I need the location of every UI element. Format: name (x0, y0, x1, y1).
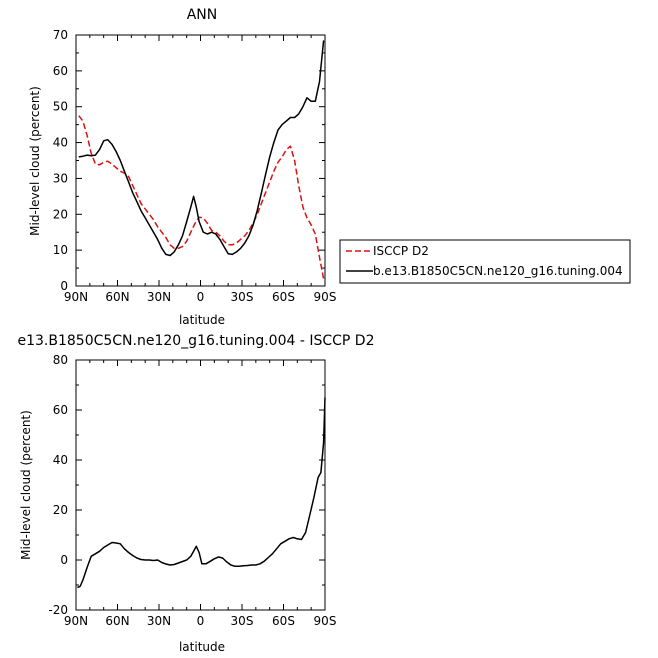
plot-frame (75, 359, 326, 611)
legend-label-model: b.e13.B1850C5CN.ne120_g16.tuning.004 (373, 264, 623, 278)
x-tick-label: 30N (147, 290, 171, 304)
series-line-model (77, 397, 326, 589)
top-panel: ANN 90N 60N 30N 0 30S 60S 90S 0 10 20 30 40 50 60 70 M… (28, 7, 336, 327)
x-tick-label: 60N (105, 614, 129, 628)
y-tick-label: 10 (53, 243, 68, 257)
bottom-panel: e13.B1850C5CN.ne120_g16.tuning.004 - ISC… (17, 333, 374, 654)
y-tick-label: 80 (53, 353, 68, 367)
x-tick-label: 90S (314, 290, 337, 304)
bottom-plot-lines (77, 397, 326, 589)
bottom-y-axis-label: Mid-level cloud (percent) (19, 410, 33, 560)
y-tick-label: 0 (60, 553, 68, 567)
x-tick-label: 30S (231, 614, 254, 628)
legend-box (339, 239, 631, 284)
x-tick-label: 0 (197, 614, 205, 628)
x-tick-label: 30N (147, 614, 171, 628)
top-x-axis-label: latitude (179, 313, 225, 327)
top-axes: 90N 60N 30N 0 30S 60S 90S 0 10 20 30 40 50 60 70 (53, 28, 337, 304)
top-y-axis-label: Mid-level cloud (percent) (28, 86, 42, 236)
y-tick-label: 0 (60, 279, 68, 293)
x-tick-label: 90N (64, 614, 88, 628)
plot-frame (75, 34, 326, 287)
y-tick-label: 50 (53, 100, 68, 114)
y-tick-label: -20 (48, 603, 68, 617)
y-tick-label: 40 (53, 453, 68, 467)
series-line-model (78, 40, 325, 257)
x-tick-label: 0 (197, 290, 205, 304)
bottom-axes: 90N 60N 30N 0 30S 60S 90S -20 0 20 40 60 80 (48, 353, 336, 628)
x-tick-label: 90S (314, 614, 337, 628)
y-tick-label: 70 (53, 28, 68, 42)
bottom-x-axis-label: latitude (179, 640, 225, 654)
top-chart-title: ANN (187, 7, 218, 23)
bottom-chart-title: e13.B1850C5CN.ne120_g16.tuning.004 - ISC… (17, 333, 374, 349)
y-tick-label: 60 (53, 403, 68, 417)
legend-label-isccp: ISCCP D2 (373, 244, 429, 258)
y-tick-label: 20 (53, 207, 68, 221)
y-tick-label: 30 (53, 171, 68, 185)
y-tick-label: 20 (53, 503, 68, 517)
x-tick-label: 30S (231, 290, 254, 304)
top-plot-lines (78, 40, 325, 279)
y-tick-label: 60 (53, 64, 68, 78)
x-tick-label: 90N (64, 290, 88, 304)
x-tick-label: 60S (272, 290, 295, 304)
x-tick-label: 60S (272, 614, 295, 628)
y-tick-label: 40 (53, 136, 68, 150)
legend: ISCCP D2 b.e13.B1850C5CN.ne120_g16.tunin… (339, 239, 631, 284)
x-tick-label: 60N (105, 290, 129, 304)
series-line-isccp (78, 115, 325, 279)
